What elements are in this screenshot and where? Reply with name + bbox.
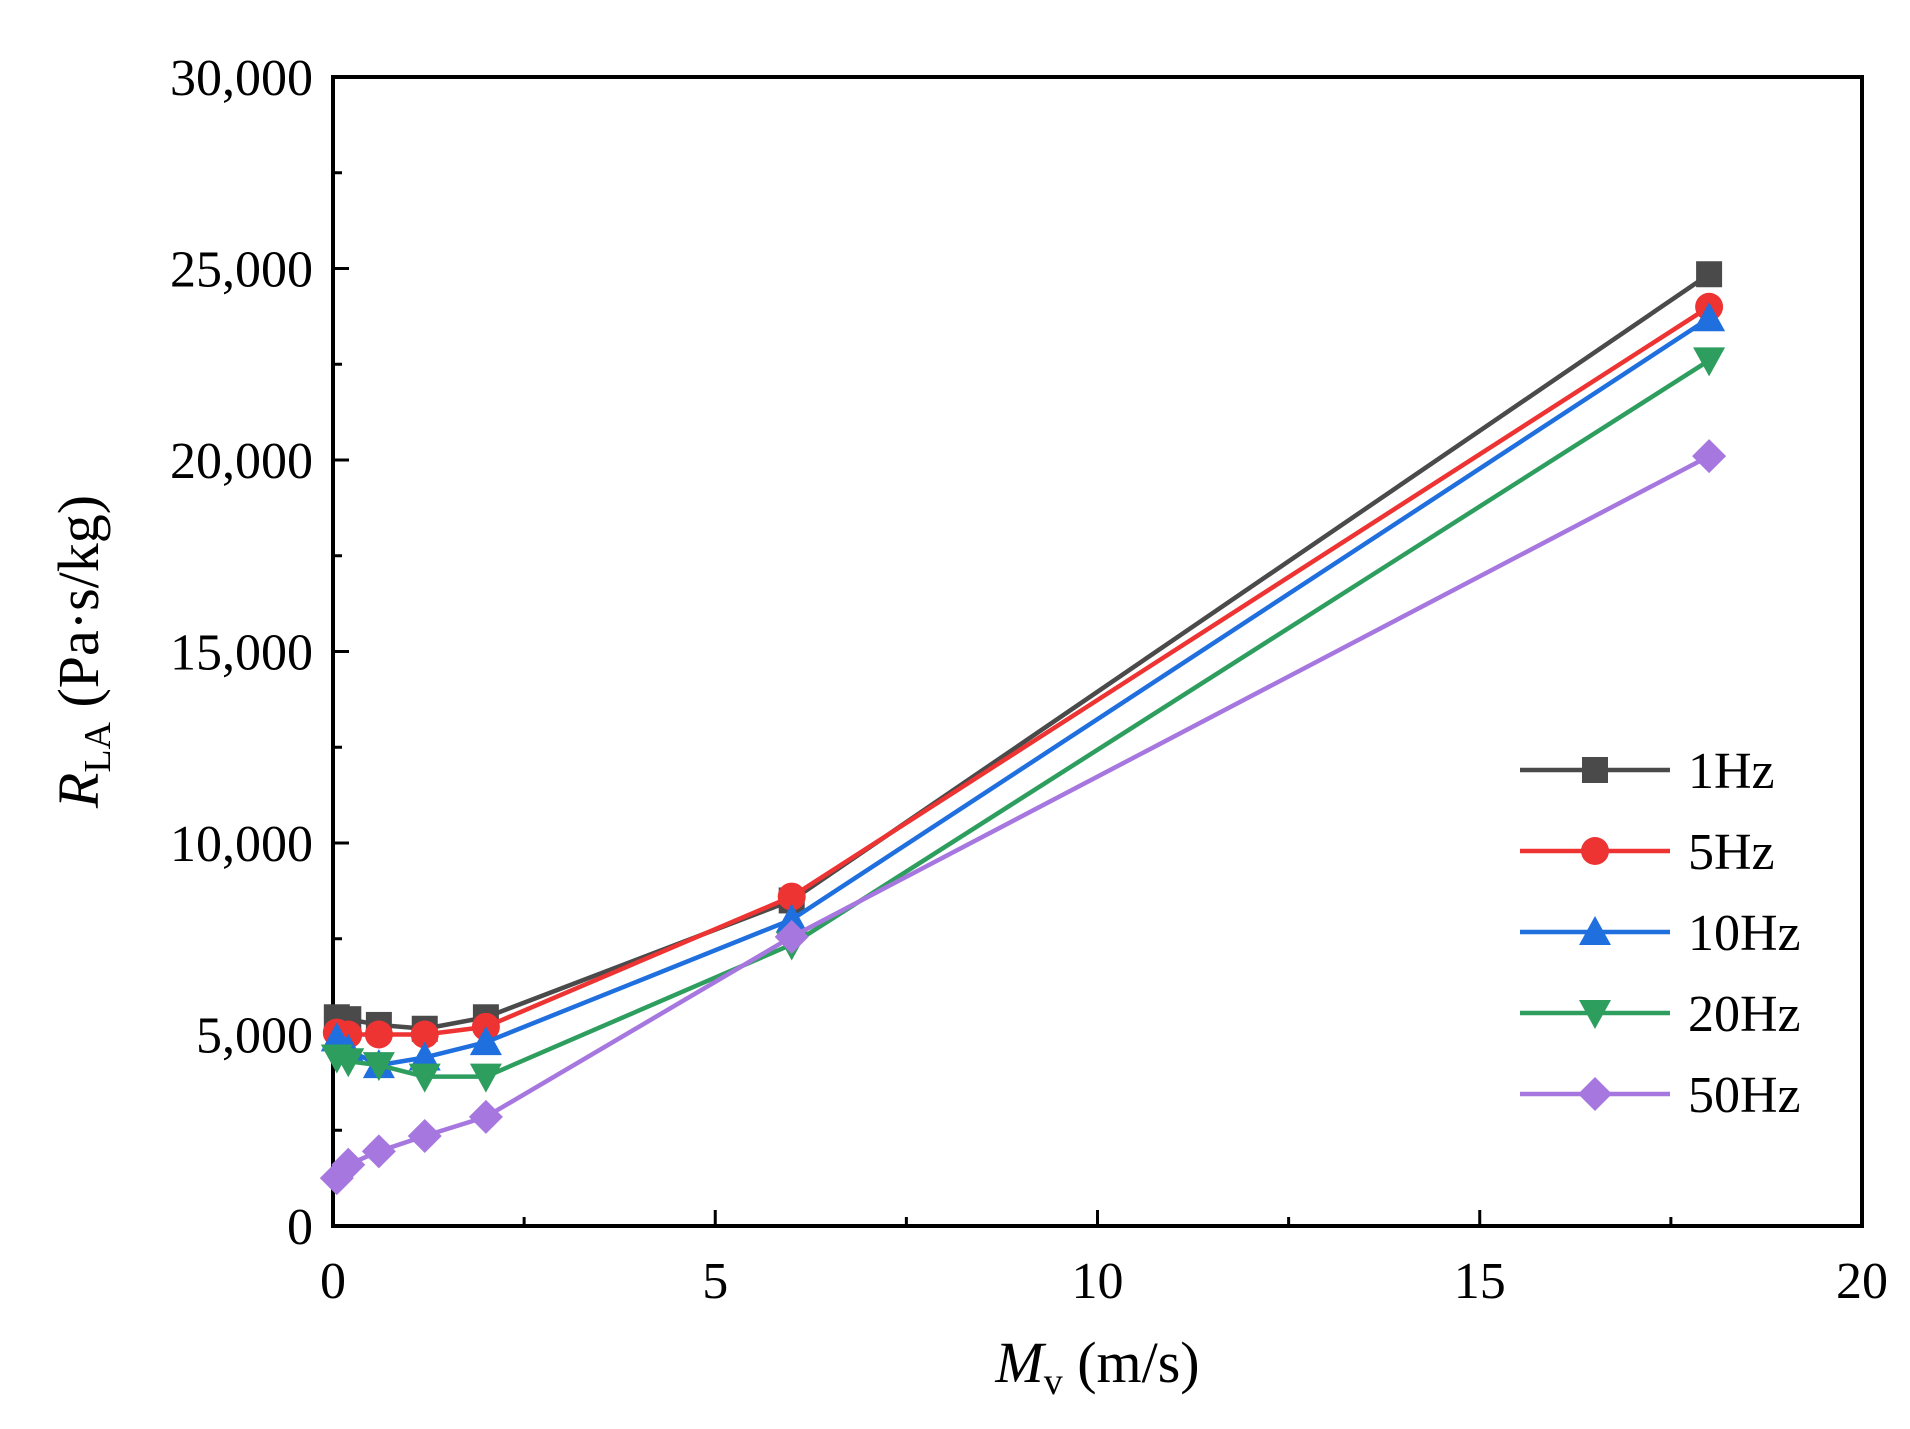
y-tick-label: 10,000	[170, 816, 313, 873]
legend-marker-5hz	[1581, 837, 1609, 865]
data-point-50hz	[468, 1099, 503, 1134]
data-point-50hz	[407, 1118, 442, 1153]
x-tick-label: 20	[1836, 1253, 1888, 1310]
x-tick-label: 15	[1454, 1253, 1506, 1310]
x-axis-unit: (m/s)	[1063, 1330, 1200, 1395]
data-point-50hz	[361, 1134, 396, 1169]
data-point-5hz	[364, 1020, 393, 1049]
x-axis-title: Mv (m/s)	[994, 1330, 1199, 1403]
axes: 0 5 10 15 20 0 5,000 10,000 15,000 20,000 25,000 30…	[170, 50, 1888, 1310]
data-point-1hz	[1696, 261, 1723, 288]
x-tick-label: 5	[702, 1253, 728, 1310]
legend-label-1hz: 1Hz	[1688, 743, 1775, 800]
x-tick-label: 10	[1072, 1253, 1124, 1310]
data-point-5hz	[410, 1020, 439, 1049]
series-layer	[319, 261, 1727, 1196]
y-tick-label: 25,000	[170, 242, 313, 299]
y-tick-label: 30,000	[170, 50, 313, 107]
y-axis-title: RLA (Pa·s/kg)	[46, 495, 119, 809]
legend-marker-1hz	[1582, 757, 1608, 783]
data-point-10hz	[469, 1026, 502, 1056]
legend-label-20hz: 20Hz	[1688, 986, 1801, 1043]
data-point-20hz	[1693, 347, 1726, 377]
data-point-50hz	[331, 1147, 366, 1182]
legend-marker-50hz	[1578, 1077, 1612, 1111]
y-tick-label: 5,000	[196, 1008, 313, 1065]
legend-label-50hz: 50Hz	[1688, 1067, 1801, 1124]
y-axis-unit: (Pa·s/kg)	[46, 495, 111, 722]
y-tick-label: 15,000	[170, 625, 313, 682]
legend-label-10hz: 10Hz	[1688, 905, 1801, 962]
legend: 1Hz 5Hz 10Hz 20Hz 50Hz	[1520, 743, 1801, 1124]
data-point-20hz	[332, 1048, 365, 1078]
axis-titles: Mv (m/s) RLA (Pa·s/kg)	[46, 495, 1200, 1403]
x-axis-subscript: v	[1044, 1361, 1063, 1403]
data-point-10hz	[1693, 302, 1726, 332]
data-point-20hz	[408, 1063, 441, 1093]
legend-marker-10hz	[1579, 916, 1611, 945]
legend-label-5hz: 5Hz	[1688, 824, 1775, 881]
y-tick-label: 0	[287, 1199, 313, 1256]
data-point-5hz	[777, 882, 806, 911]
x-axis-symbol: M	[994, 1330, 1046, 1395]
data-point-10hz	[775, 903, 808, 933]
y-tick-label: 20,000	[170, 433, 313, 490]
data-point-50hz	[774, 919, 809, 954]
y-axis-subscript: LA	[77, 721, 119, 772]
legend-marker-20hz	[1579, 1000, 1611, 1029]
x-tick-label: 0	[320, 1253, 346, 1310]
data-point-20hz	[469, 1063, 502, 1093]
data-point-20hz	[362, 1052, 395, 1082]
data-point-10hz	[408, 1041, 441, 1071]
y-axis-symbol: R	[46, 773, 111, 809]
data-point-50hz	[1692, 439, 1727, 474]
